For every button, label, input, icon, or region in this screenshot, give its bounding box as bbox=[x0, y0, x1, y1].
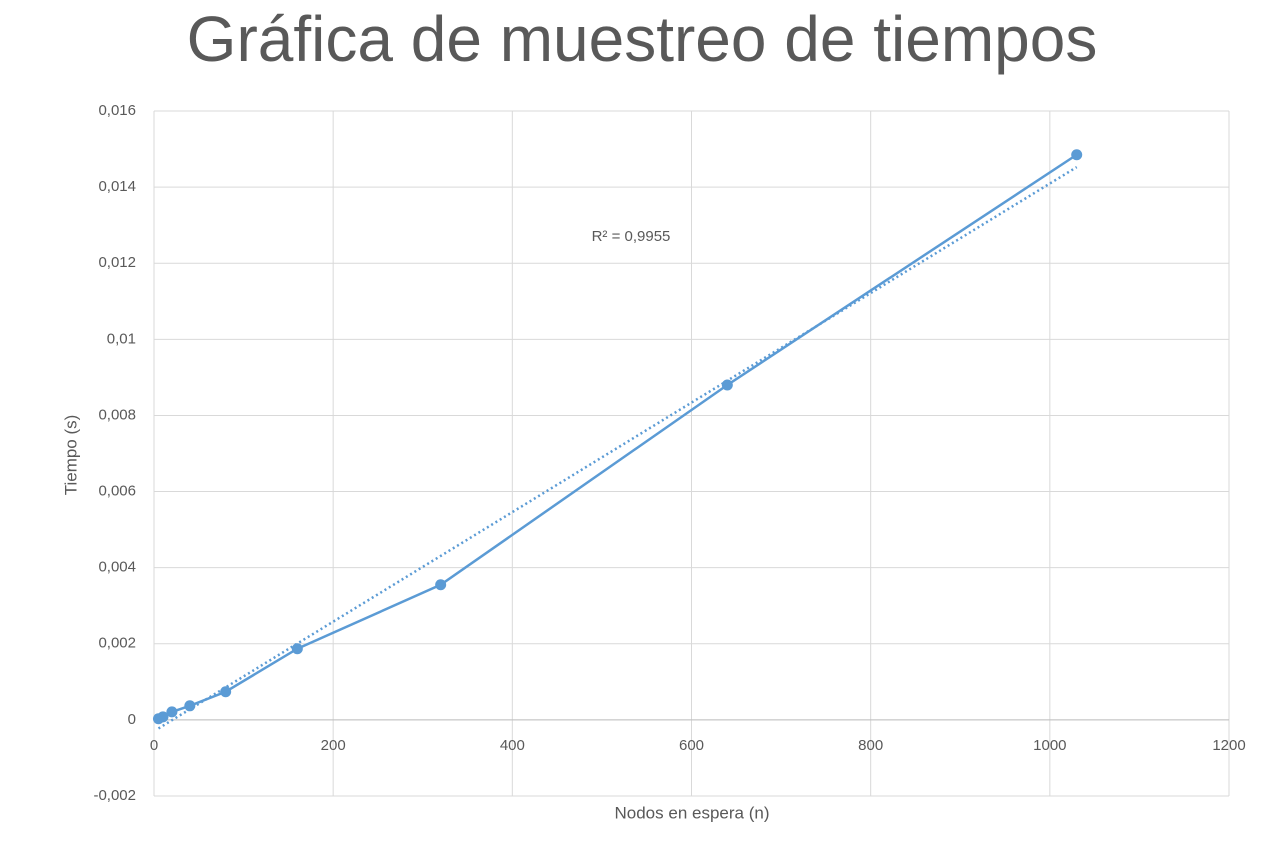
data-point bbox=[435, 579, 447, 591]
x-axis-title: Nodos en espera (n) bbox=[615, 803, 770, 822]
x-tick-label: 1000 bbox=[1033, 737, 1066, 754]
data-point bbox=[721, 379, 733, 391]
x-tick-label: 1200 bbox=[1212, 737, 1245, 754]
x-tick-label: 800 bbox=[858, 737, 883, 754]
x-tick-label: 200 bbox=[321, 737, 346, 754]
data-point bbox=[220, 686, 232, 698]
y-tick-label: 0,008 bbox=[98, 406, 136, 423]
data-point bbox=[184, 700, 196, 712]
x-tick-label: 400 bbox=[500, 737, 525, 754]
y-tick-label: 0,016 bbox=[98, 102, 136, 119]
y-tick-label: -0,002 bbox=[93, 787, 136, 804]
trendline bbox=[157, 166, 1078, 730]
y-tick-label: 0,004 bbox=[98, 559, 136, 576]
y-tick-label: 0,002 bbox=[98, 635, 136, 652]
y-tick-label: 0,006 bbox=[98, 483, 136, 500]
annotation: R² = 0,9955 bbox=[592, 228, 671, 245]
chart-title: Gráfica de muestreo de tiempos bbox=[187, 3, 1098, 75]
data-point bbox=[157, 711, 169, 723]
y-tick-label: 0,014 bbox=[98, 178, 136, 195]
x-tick-label: 600 bbox=[679, 737, 704, 754]
data-point bbox=[1071, 149, 1083, 161]
y-axis-title: Tiempo (s) bbox=[61, 415, 80, 496]
x-tick-label: 0 bbox=[150, 737, 158, 754]
y-tick-label: 0 bbox=[128, 711, 136, 728]
data-point bbox=[166, 706, 178, 718]
y-tick-label: 0,012 bbox=[98, 254, 136, 271]
data-point bbox=[291, 643, 303, 655]
y-tick-label: 0,01 bbox=[107, 330, 136, 347]
